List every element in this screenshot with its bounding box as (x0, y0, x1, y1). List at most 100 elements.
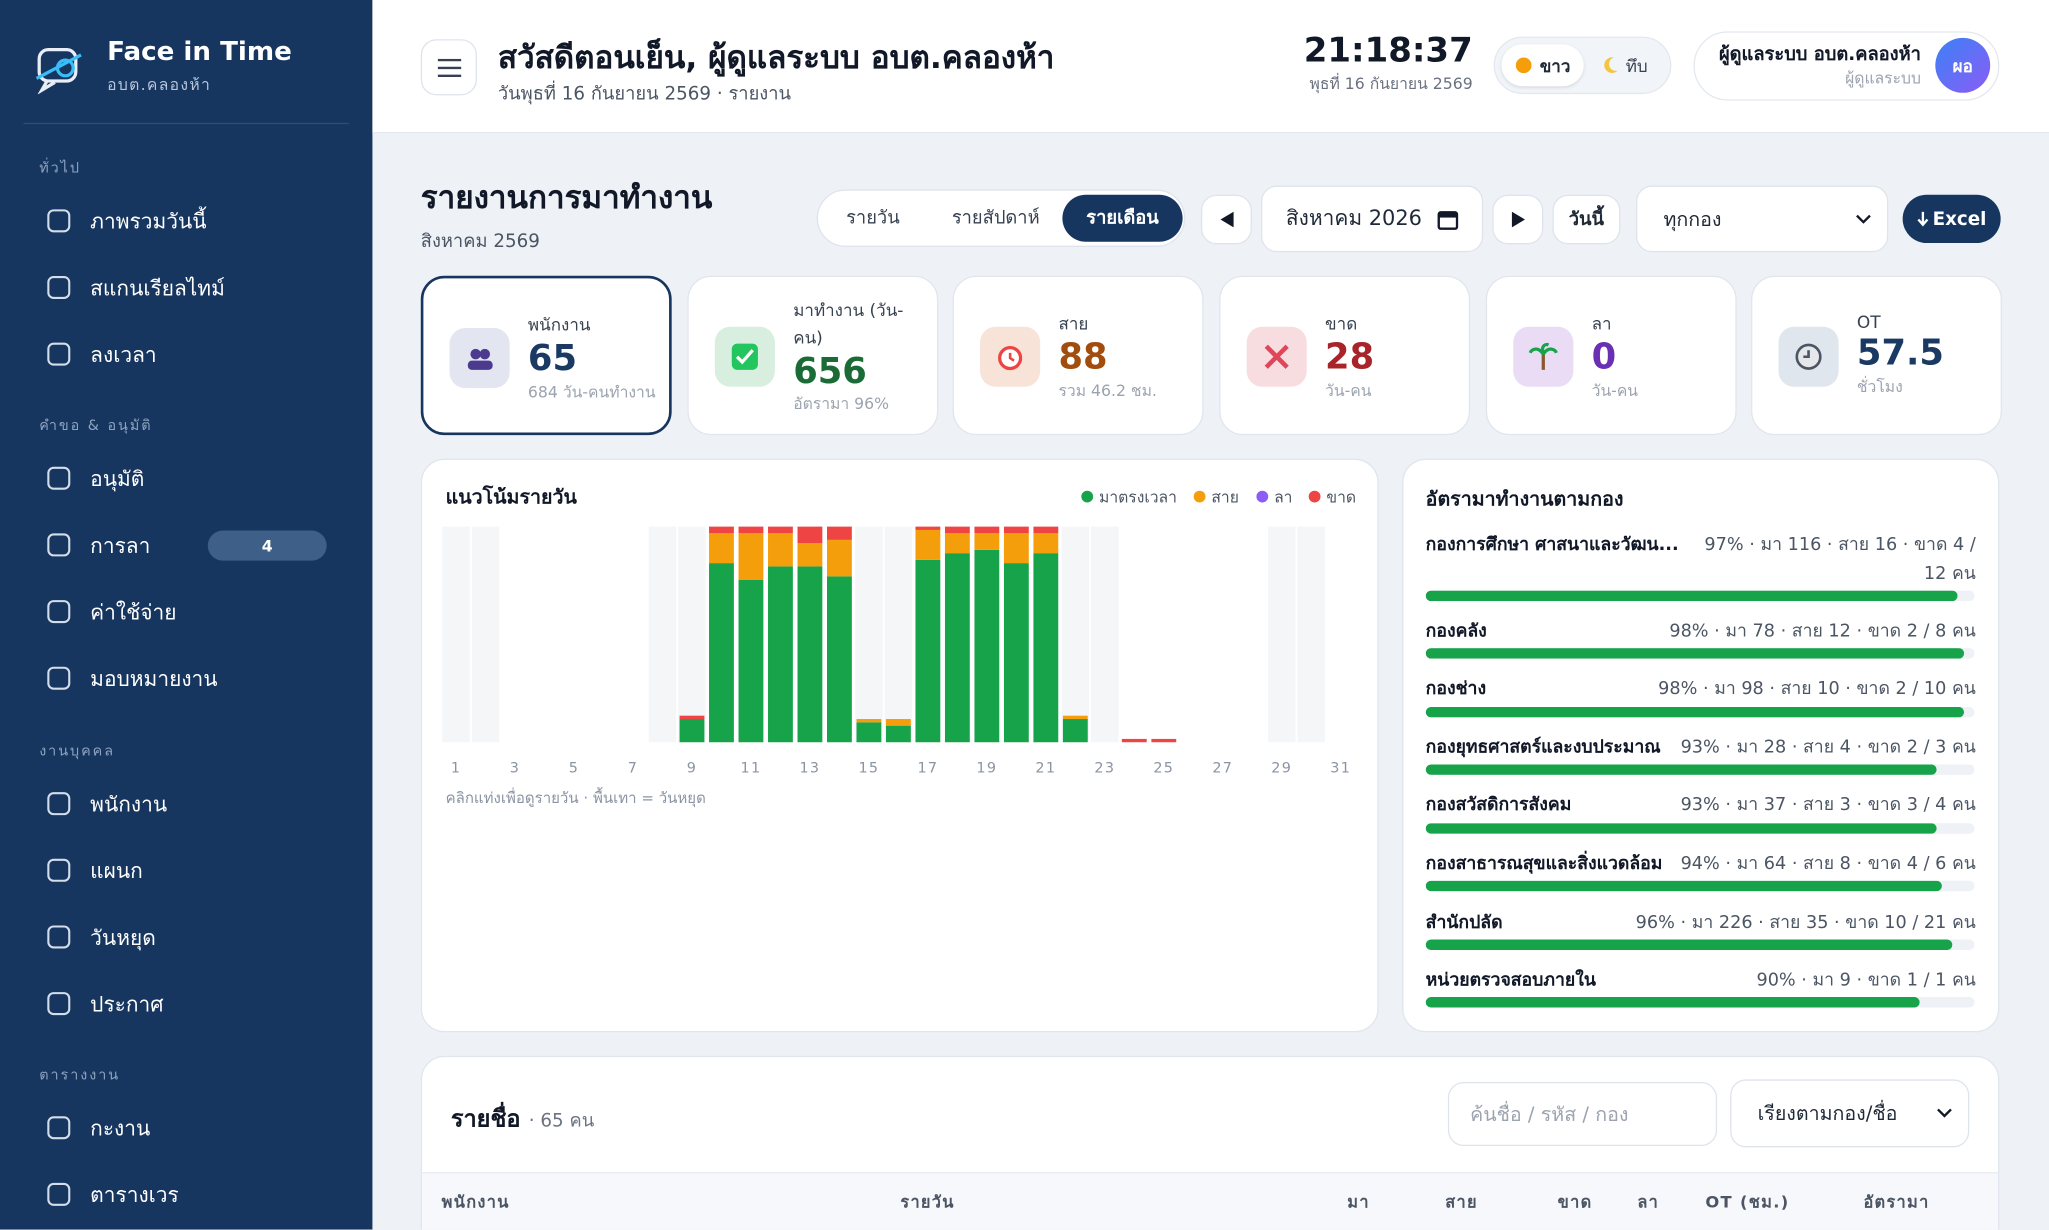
progress-track (1425, 590, 1975, 602)
department-name: กองสวัสดิการสังคม (1425, 794, 1572, 816)
sort-select[interactable]: เรียงตามกอง/ชื่อ (1730, 1079, 1970, 1148)
nav-icon (47, 666, 71, 690)
department-detail: · มา 116 · สาย 16 · ขาด 4 / 12 คน (1749, 534, 1976, 585)
nav-label: ค่าใช้จ่าย (90, 599, 177, 625)
progress-fill (1425, 997, 1920, 1008)
stat-value: 0 (1591, 337, 1617, 379)
nav-icon (47, 992, 71, 1016)
nav-label: สแกนเรียลไทม์ (90, 275, 225, 301)
stat-sub: วัน-คน (1325, 380, 1372, 400)
department-rate: 98% (1658, 678, 1698, 700)
stat-card[interactable]: มาทำงาน (วัน-คน) 656 อัตรามา 96% (687, 275, 939, 436)
icon-shape (47, 666, 71, 690)
org: อบต.คลองห้า (107, 75, 212, 95)
nav-item[interactable]: ประกาศ (24, 977, 349, 1029)
menu-button[interactable] (420, 39, 477, 96)
nav-icon (47, 792, 71, 816)
nav-item[interactable]: อนุมัติ (24, 452, 349, 504)
tab[interactable]: รายสัปดาห์ (951, 207, 1040, 229)
stat-sub: รวม 46.2 ชม. (1058, 380, 1157, 400)
nav-icon (47, 925, 71, 949)
progress-fill (1425, 823, 1937, 834)
department-stats: 98% · มา 78 · สาย 12 · ขาด 2 / 8 คน (1497, 617, 1976, 646)
nav-item[interactable]: ภาพรวมวันนี้ (24, 195, 349, 247)
progress-track (1425, 706, 1975, 718)
stat-text: มาทำงาน (วัน-คน) 656 อัตรามา 96% (793, 277, 929, 436)
progress-fill (1425, 648, 1964, 659)
search-input[interactable]: ค้นชื่อ / รหัส / กอง (1447, 1081, 1718, 1147)
excel-button[interactable]: Excel (1902, 194, 2001, 244)
nav-item[interactable]: ค่าใช้จ่าย (24, 585, 349, 637)
nav-icon (47, 1116, 71, 1140)
column-header: พนักงาน (441, 1191, 510, 1212)
stat-label: มาทำงาน (วัน-คน) (793, 301, 904, 349)
stat-card[interactable]: ขาด 28 วัน-คน (1219, 275, 1471, 436)
nav-icon (47, 1182, 71, 1206)
stat-card[interactable]: สาย 88 รวม 46.2 ชม. (952, 275, 1204, 436)
nav-item[interactable]: แผนก (24, 844, 349, 896)
nav-item[interactable]: ตารางเวร (24, 1168, 349, 1220)
nav-label: ลงเวลา (90, 342, 157, 368)
chevron (1856, 214, 1871, 224)
roster-title: รายชื่อ · 65 คน (451, 1099, 594, 1137)
department-detail: · มา 98 · สาย 10 · ขาด 2 / 10 คน (1702, 678, 1976, 700)
nav-label: ตารางเวร (90, 1182, 179, 1208)
theme-label: ขาว (1539, 56, 1571, 77)
nav-item[interactable]: การลา 4 (24, 519, 349, 571)
tab[interactable]: รายเดือน (1062, 194, 1183, 242)
today-button[interactable]: วันนี้ (1552, 194, 1621, 245)
icon-shape (47, 275, 71, 299)
division-value: ทุกกอง (1663, 207, 1722, 231)
stat-icon (980, 326, 1041, 387)
icon-shape (47, 925, 71, 949)
icon-shape (47, 1182, 71, 1206)
stat-card[interactable]: OT 57.5 ชั่วโมง (1751, 275, 2002, 436)
report-period: สิงหาคม 2569 (420, 231, 540, 253)
sidebar: Face in Time อบต.คลองห้า ทั่วไป ภาพรวมวัน… (0, 0, 373, 1230)
sun-icon (1516, 57, 1532, 74)
header-subtitle: วันพุธที่ 16 กันยายน 2569 · รายงาน (497, 83, 792, 105)
department-row: กองสวัสดิการสังคม 93% · มา 37 · สาย 3 · ข… (1426, 791, 1976, 820)
prev-button[interactable] (1200, 194, 1252, 245)
department-stats: 93% · มา 28 · สาย 4 · ขาด 2 / 3 คน (1671, 733, 1976, 762)
nav-item[interactable]: กะงาน (24, 1102, 349, 1154)
next-icon (1511, 211, 1525, 228)
avatar[interactable]: ผอ (1935, 37, 1991, 93)
department-row: หน่วยตรวจสอบภายใน 90% · มา 9 · ขาด 1 / 1 … (1426, 966, 1976, 995)
stat-text: สาย 88 รวม 46.2 ชม. (1058, 277, 1194, 436)
stat-card[interactable]: ลา 0 วัน-คน (1485, 275, 1737, 436)
nav-section-title: ตารางงาน (39, 1066, 121, 1084)
divider (23, 122, 349, 125)
department-detail: · มา 37 · สาย 3 · ขาด 3 / 4 คน (1725, 794, 1976, 816)
nav-label: ภาพรวมวันนี้ (90, 209, 207, 234)
user-role: ผู้ดูแลระบบ (1845, 69, 1921, 88)
column-header: ลา (1637, 1191, 1660, 1212)
nav-icon (47, 600, 71, 624)
download-icon (1917, 211, 1929, 226)
nav-section-title: คำขอ & อนุมัติ (39, 416, 153, 434)
nav-item[interactable]: มอบหมายงาน (24, 652, 349, 704)
column-header: อัตรามา (1863, 1191, 1930, 1212)
stat-label: ขาด (1325, 315, 1358, 336)
nav-item[interactable]: พนักงาน (24, 778, 349, 830)
department-detail: · มา 78 · สาย 12 · ขาด 2 / 8 คน (1714, 620, 1976, 642)
stat-label: สาย (1058, 315, 1089, 336)
theme-dark[interactable]: ทึบ (1586, 44, 1664, 86)
stat-card[interactable]: พนักงาน 65 684 วัน-คนทำงาน (420, 275, 672, 436)
nav-item[interactable]: วันหยุด (24, 911, 349, 963)
nav-label: การลา (90, 533, 151, 558)
tab[interactable]: รายวัน (846, 207, 900, 229)
icon-shape (47, 209, 71, 233)
department-name: กองช่าง (1425, 678, 1487, 700)
stat-sub: วัน-คน (1591, 380, 1639, 400)
clock: 21:18:37 (1303, 31, 1473, 71)
next-button[interactable] (1492, 194, 1544, 245)
department-name: กองยุทธศาสตร์และงบประมาณ (1425, 737, 1661, 758)
nav-item[interactable]: สแกนเรียลไทม์ (24, 261, 349, 313)
theme-light[interactable]: ขาว (1501, 44, 1584, 87)
division-select[interactable]: ทุกกอง (1636, 185, 1889, 253)
month-input[interactable]: สิงหาคม 2026 (1261, 185, 1484, 253)
nav-item[interactable]: ลงเวลา (24, 328, 349, 380)
stat-icon (449, 327, 510, 389)
department-rate: 93% (1680, 737, 1720, 758)
